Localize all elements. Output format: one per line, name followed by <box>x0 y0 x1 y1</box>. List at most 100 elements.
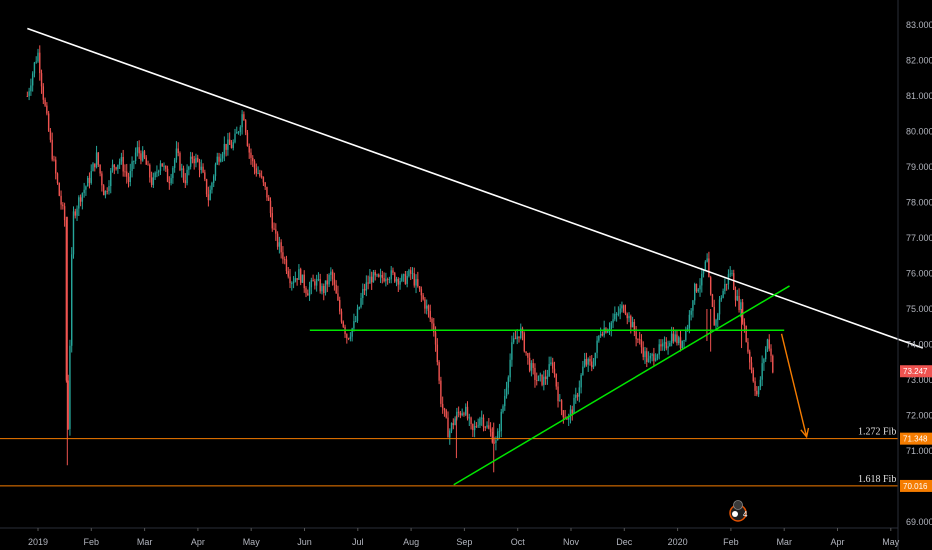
current-price-tag <box>900 365 932 378</box>
price-axis[interactable]: 83.000 82.000 81.000 80.000 79.000 78.000 77.0… <box>906 20 932 527</box>
candle-body <box>717 314 719 320</box>
candle <box>170 173 172 186</box>
candle-body <box>268 197 270 201</box>
candle <box>459 411 462 419</box>
candle-body <box>415 279 417 286</box>
time-tick-label: Oct <box>511 537 526 547</box>
time-tick-label: Nov <box>563 537 580 547</box>
price-tick-label: 75.000 <box>906 304 932 314</box>
candle-body <box>752 370 754 382</box>
candle <box>614 306 616 322</box>
candle-body <box>491 432 494 443</box>
candle-body <box>527 353 529 358</box>
candle <box>585 352 588 367</box>
candle-body <box>504 395 506 407</box>
candle-body <box>502 406 504 412</box>
candle-body <box>383 278 385 282</box>
candle-body <box>706 258 708 262</box>
candle <box>548 356 550 377</box>
price-tick-label: 73.000 <box>906 375 932 385</box>
candle <box>479 416 481 428</box>
candle <box>683 339 685 349</box>
candle <box>365 275 368 297</box>
candle <box>71 247 73 353</box>
rising-trendline[interactable] <box>453 285 790 486</box>
candle-body <box>166 168 169 182</box>
candle-body <box>131 161 133 171</box>
candle <box>243 111 245 121</box>
candle <box>244 119 247 136</box>
candle <box>175 141 178 163</box>
candle <box>331 269 334 286</box>
time-tick-label: Jul <box>352 537 364 547</box>
candle-body <box>307 293 309 296</box>
candle-body <box>275 229 277 234</box>
candle-body <box>276 233 279 247</box>
candle-body <box>679 337 682 349</box>
candle <box>78 195 80 217</box>
candle-body <box>156 172 158 174</box>
candle <box>221 151 224 162</box>
candle-body <box>349 336 352 339</box>
candle-body <box>599 334 602 336</box>
candle <box>115 166 117 171</box>
candle-body <box>220 158 222 162</box>
candle-body <box>287 271 289 277</box>
candle <box>647 351 650 363</box>
candle-body <box>676 334 678 344</box>
candle-body <box>621 305 623 309</box>
candle-body <box>686 328 689 330</box>
candle <box>69 339 71 436</box>
time-axis[interactable]: 2019 Feb Mar Apr May Jun Jul Aug Sep Oct Nov Dec 202… <box>28 528 900 547</box>
candle <box>347 337 350 341</box>
candle <box>182 165 185 183</box>
candle <box>457 406 460 418</box>
candle <box>511 335 513 367</box>
candle <box>120 152 123 165</box>
candle <box>94 163 96 172</box>
candle-body <box>33 62 36 74</box>
candle-body <box>628 316 630 319</box>
candle-body <box>452 423 455 425</box>
candle-body <box>578 387 581 397</box>
candle-body <box>74 211 76 216</box>
candle <box>422 293 424 301</box>
candle-body <box>259 173 261 176</box>
candle-body <box>30 85 32 92</box>
candle-body <box>488 425 490 429</box>
candle-body <box>216 156 218 165</box>
candle <box>72 206 75 259</box>
candle-body <box>408 270 410 277</box>
candle <box>427 304 430 318</box>
candle-body <box>683 340 685 341</box>
candle <box>181 163 183 178</box>
candle <box>111 159 114 173</box>
candle-body <box>660 344 662 347</box>
candle-body <box>429 310 431 319</box>
candle <box>729 266 731 278</box>
candle <box>544 369 547 385</box>
candle-body <box>323 285 325 294</box>
candle-body <box>129 170 131 182</box>
candle-body <box>239 127 242 132</box>
candle-body <box>422 295 424 300</box>
candle <box>410 266 412 280</box>
candle <box>289 268 291 289</box>
projection-arrow[interactable] <box>780 333 808 437</box>
candle <box>239 125 242 136</box>
candle-body <box>342 321 344 327</box>
candle <box>610 321 612 337</box>
candle-body <box>221 154 224 159</box>
candle-body <box>237 131 240 133</box>
candle <box>404 271 407 285</box>
candle <box>523 331 526 353</box>
candle <box>720 295 723 302</box>
candle <box>127 172 130 188</box>
events-badge[interactable]: 4 <box>729 500 748 522</box>
candle-body <box>271 213 273 229</box>
candle <box>688 310 691 334</box>
candle <box>28 87 30 101</box>
candle-body <box>646 351 648 363</box>
candle-body <box>262 177 265 183</box>
